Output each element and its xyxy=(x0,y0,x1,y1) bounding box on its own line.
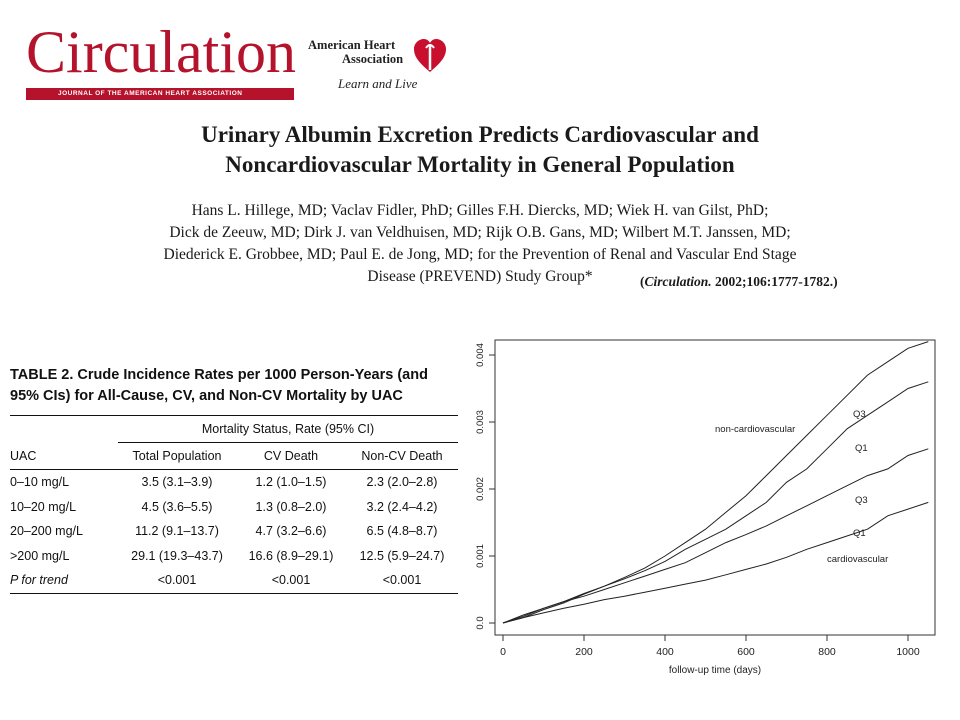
series-label-q1-noncv: Q1 xyxy=(855,443,868,454)
series-label-q1-cv: Q1 xyxy=(853,528,866,539)
table-header-row: UAC Total Population CV Death Non-CV Dea… xyxy=(10,442,458,470)
table-cell: >200 mg/L xyxy=(10,548,70,563)
table-cell: 1.2 (1.0–1.5) xyxy=(255,475,327,490)
table-row: P for trend <0.001 <0.001 <0.001 xyxy=(10,568,458,594)
y-tick-label: 0.002 xyxy=(475,477,486,501)
col-header-uac: UAC xyxy=(10,448,37,463)
x-tick-label: 0 xyxy=(500,646,506,658)
table-cell: 12.5 (5.9–24.7) xyxy=(359,548,445,563)
paper-title-line1: Urinary Albumin Excretion Predicts Cardi… xyxy=(201,122,759,147)
authors-line1: Hans L. Hillege, MD; Vaclav Fidler, PhD;… xyxy=(191,202,769,219)
y-axis: 0.0 0.001 0.002 0.003 0.004 xyxy=(475,343,495,630)
table-caption-line2: 95% CIs) for All-Cause, CV, and Non-CV M… xyxy=(10,388,403,404)
x-axis-label: follow-up time (days) xyxy=(669,665,761,676)
authors-line4: Disease (PREVEND) Study Group* xyxy=(367,268,593,285)
author-list: Hans L. Hillege, MD; Vaclav Fidler, PhD;… xyxy=(60,200,900,288)
heart-torch-icon xyxy=(414,39,446,72)
col-header-total: Total Population xyxy=(132,448,222,463)
table-caption: TABLE 2. Crude Incidence Rates per 1000 … xyxy=(10,365,458,407)
aha-line2: Association xyxy=(342,52,404,66)
authors-line3: Diederick E. Grobbee, MD; Paul E. de Jon… xyxy=(163,246,797,263)
y-tick-label: 0.004 xyxy=(475,343,486,367)
aha-tagline: Learn and Live xyxy=(338,76,418,91)
table-cell: 1.3 (0.8–2.0) xyxy=(255,499,327,514)
table-cell: 11.2 (9.1–13.7) xyxy=(135,524,219,539)
table-cell: <0.001 xyxy=(382,573,422,588)
series-line-cardiovascular-q1 xyxy=(502,501,929,624)
table-cell: <0.001 xyxy=(157,573,197,588)
group-label-cv: cardiovascular xyxy=(827,554,888,565)
table-cell: 29.1 (19.3–43.7) xyxy=(131,548,223,563)
aha-logo: American Heart Association Learn and Liv… xyxy=(308,38,453,98)
series-line-non-cardiovascular-q3 xyxy=(502,341,929,624)
table-row: >200 mg/L 29.1 (19.3–43.7) 16.6 (8.9–29.… xyxy=(10,544,458,569)
table-group-header: Mortality Status, Rate (95% CI) xyxy=(10,416,458,443)
series-label-q3-cv: Q3 xyxy=(855,495,868,506)
citation-details: 2002;106:1777-1782.) xyxy=(711,274,838,289)
paper-title-line2: Noncardiovascular Mortality in General P… xyxy=(225,152,735,177)
y-tick-label: 0.003 xyxy=(475,410,486,434)
table-cell: 4.7 (3.2–6.6) xyxy=(255,524,327,539)
series-group xyxy=(502,341,929,624)
y-tick-label: 0.0 xyxy=(475,616,486,629)
circulation-logo: Circulation JOURNAL OF THE AMERICAN HEAR… xyxy=(26,19,296,100)
x-tick-label: 600 xyxy=(737,646,755,658)
series-labels: non-cardiovascular cardiovascular Q3 Q1 Q3 Q1 xyxy=(715,409,888,565)
table-row: 10–20 mg/L 4.5 (3.6–5.5) 1.3 (0.8–2.0) 3… xyxy=(10,495,458,520)
aha-line1: American Heart xyxy=(308,38,396,52)
series-line-non-cardiovascular-q1 xyxy=(502,381,929,624)
x-tick-label: 1000 xyxy=(896,646,920,658)
x-tick-label: 200 xyxy=(575,646,593,658)
table-cell: 0–10 mg/L xyxy=(10,475,70,490)
table-row: 20–200 mg/L 11.2 (9.1–13.7) 4.7 (3.2–6.6… xyxy=(10,519,458,544)
table-2: TABLE 2. Crude Incidence Rates per 1000 … xyxy=(10,365,458,594)
plot-frame xyxy=(494,339,936,636)
table-row: 0–10 mg/L 3.5 (3.1–3.9) 1.2 (1.0–1.5) 2.… xyxy=(10,470,458,495)
col-header-noncv: Non-CV Death xyxy=(361,448,443,463)
group-header-label: Mortality Status, Rate (95% CI) xyxy=(118,416,458,443)
table-cell: P for trend xyxy=(10,573,68,588)
y-tick-label: 0.001 xyxy=(475,544,486,568)
table-cell: 4.5 (3.6–5.5) xyxy=(141,499,213,514)
x-axis: 0 200 400 600 800 1000 xyxy=(500,635,920,658)
table-cell: 6.5 (4.8–8.7) xyxy=(366,524,438,539)
table-cell: 3.2 (2.4–4.2) xyxy=(366,499,438,514)
table-cell: 2.3 (2.0–2.8) xyxy=(366,475,438,490)
col-header-cv: CV Death xyxy=(263,448,319,463)
mortality-plot: 0.0 0.001 0.002 0.003 0.004 0 200 400 600 800 100… xyxy=(475,339,936,676)
table-cell: 10–20 mg/L xyxy=(10,499,77,514)
group-label-noncv: non-cardiovascular xyxy=(715,424,795,435)
x-tick-label: 800 xyxy=(818,646,836,658)
authors-line2: Dick de Zeeuw, MD; Dirk J. van Veldhuise… xyxy=(169,224,791,241)
table-caption-line1: TABLE 2. Crude Incidence Rates per 1000 … xyxy=(10,367,428,383)
circulation-logo-subtitle: JOURNAL OF THE AMERICAN HEART ASSOCIATIO… xyxy=(58,90,243,97)
table-cell: 16.6 (8.9–29.1) xyxy=(248,548,334,563)
series-line-cardiovascular-q3 xyxy=(502,448,929,624)
table-top-rule xyxy=(10,415,458,416)
x-tick-label: 400 xyxy=(656,646,674,658)
table-cell: 3.5 (3.1–3.9) xyxy=(141,475,213,490)
table-cell: <0.001 xyxy=(271,573,311,588)
circulation-logo-word: Circulation xyxy=(26,19,296,85)
citation: (Circulation. 2002;106:1777-1782.) xyxy=(640,274,838,290)
series-label-q3-noncv: Q3 xyxy=(853,409,866,420)
table-cell: 20–200 mg/L xyxy=(10,524,83,539)
citation-journal: Circulation. xyxy=(644,274,712,289)
circulation-logo-band: JOURNAL OF THE AMERICAN HEART ASSOCIATIO… xyxy=(26,88,294,100)
paper-title: Urinary Albumin Excretion Predicts Cardi… xyxy=(60,120,900,180)
citation-open: ( xyxy=(640,274,645,289)
